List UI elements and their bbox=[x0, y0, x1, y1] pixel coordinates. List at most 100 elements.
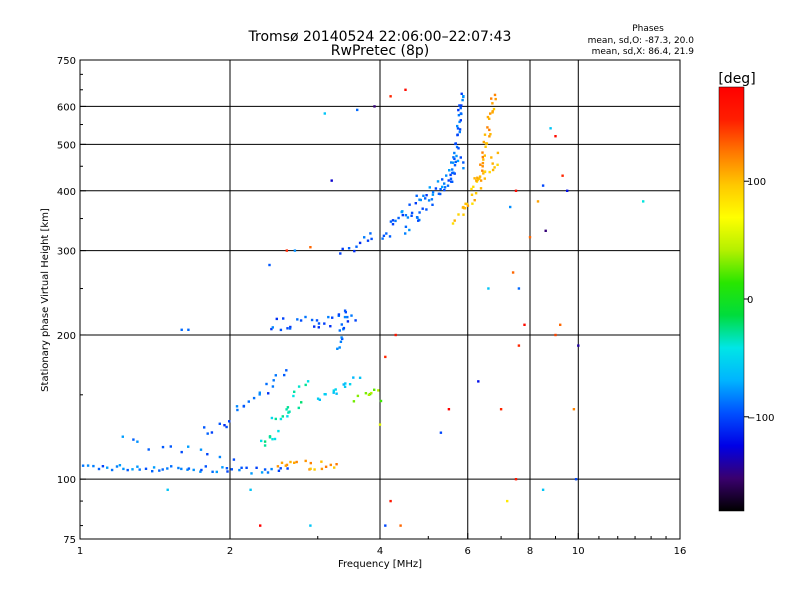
scatter-point bbox=[394, 333, 397, 337]
echo-point bbox=[136, 465, 139, 468]
phases-mean-o: mean, sd,O: -87.3, 20.0 bbox=[588, 36, 695, 46]
y-tick-label: 100 bbox=[57, 475, 76, 486]
echo-point bbox=[352, 400, 356, 403]
echo-point bbox=[304, 383, 307, 387]
chart-title-line1: Tromsø 20140524 22:06:00–22:07:43 bbox=[248, 29, 512, 45]
echo-point bbox=[486, 126, 489, 129]
echo-point bbox=[431, 203, 434, 206]
echo-point bbox=[92, 464, 95, 468]
echo-point bbox=[250, 472, 253, 475]
scatter-point bbox=[566, 189, 569, 192]
echo-point bbox=[242, 405, 245, 408]
echo-point bbox=[492, 107, 496, 111]
echo-point bbox=[489, 133, 492, 136]
echo-point bbox=[481, 169, 484, 172]
echo-point bbox=[281, 415, 284, 418]
scatter-point bbox=[544, 229, 547, 232]
echo-point bbox=[343, 385, 347, 388]
echo-point bbox=[289, 325, 292, 329]
scatter-point bbox=[523, 323, 526, 326]
echo-point bbox=[461, 206, 465, 209]
echo-point bbox=[211, 470, 214, 473]
echo-point bbox=[491, 162, 494, 165]
echo-point bbox=[339, 252, 342, 255]
echo-point bbox=[482, 172, 485, 175]
echo-point bbox=[354, 319, 357, 322]
echo-point bbox=[389, 220, 393, 223]
echo-point bbox=[121, 435, 124, 438]
echo-point bbox=[496, 151, 500, 155]
echo-point bbox=[381, 237, 384, 240]
echo-point bbox=[404, 214, 408, 217]
echo-point bbox=[304, 315, 307, 319]
echo-point bbox=[425, 208, 428, 211]
y-tick-label: 200 bbox=[57, 331, 76, 342]
echo-point bbox=[441, 185, 444, 189]
echo-point bbox=[370, 391, 373, 395]
echo-point bbox=[320, 460, 323, 463]
echo-point bbox=[451, 171, 454, 175]
echo-point bbox=[199, 470, 202, 473]
echo-point bbox=[210, 431, 214, 434]
echo-point bbox=[488, 170, 491, 174]
echo-point bbox=[115, 465, 119, 468]
echo-point bbox=[455, 145, 459, 149]
echo-point bbox=[97, 467, 101, 471]
echo-point bbox=[463, 207, 467, 210]
echo-point bbox=[166, 467, 169, 470]
echo-point bbox=[271, 438, 274, 441]
echo-point bbox=[458, 128, 462, 131]
echo-point bbox=[266, 471, 270, 474]
echo-point bbox=[483, 154, 486, 157]
echo-point bbox=[284, 464, 287, 467]
echo-point bbox=[346, 315, 349, 319]
scatter-point bbox=[447, 408, 451, 411]
scatter-point bbox=[404, 88, 407, 91]
echo-point bbox=[358, 241, 362, 245]
echo-point bbox=[288, 327, 292, 330]
echo-point bbox=[456, 127, 460, 130]
echo-point bbox=[484, 145, 487, 148]
echo-point bbox=[228, 420, 231, 423]
echo-point bbox=[340, 336, 343, 339]
echo-point bbox=[186, 468, 189, 471]
echo-point bbox=[418, 211, 421, 214]
echo-point bbox=[355, 245, 358, 248]
echo-point bbox=[310, 318, 314, 322]
echo-point bbox=[459, 156, 462, 159]
echo-point bbox=[323, 393, 326, 396]
x-tick-label: 2 bbox=[227, 546, 233, 557]
echo-point bbox=[418, 198, 421, 201]
echo-point bbox=[457, 213, 460, 216]
echo-point bbox=[271, 385, 275, 388]
echo-point bbox=[451, 180, 454, 183]
echo-point bbox=[456, 159, 460, 163]
echo-point bbox=[187, 467, 191, 470]
echo-point bbox=[458, 104, 461, 107]
echo-points bbox=[81, 88, 645, 527]
echo-point bbox=[295, 460, 298, 464]
echo-point bbox=[363, 236, 366, 239]
scatter-point bbox=[330, 179, 333, 182]
echo-point bbox=[126, 468, 129, 472]
echo-point bbox=[366, 239, 370, 242]
echo-point bbox=[408, 228, 411, 232]
echo-point bbox=[260, 439, 263, 443]
echo-point bbox=[350, 314, 353, 317]
echo-point bbox=[263, 440, 267, 443]
echo-point bbox=[457, 114, 461, 117]
echo-point bbox=[451, 222, 455, 225]
echo-point bbox=[370, 237, 373, 241]
echo-point bbox=[293, 461, 296, 464]
echo-point bbox=[245, 466, 248, 469]
echo-point bbox=[240, 466, 243, 469]
scatter-point bbox=[509, 205, 512, 209]
echo-point bbox=[479, 179, 483, 182]
echo-point bbox=[122, 467, 125, 471]
echo-point bbox=[394, 219, 397, 223]
phases-heading: Phases bbox=[632, 24, 664, 34]
scatter-point bbox=[249, 488, 252, 491]
echo-point bbox=[341, 337, 344, 341]
y-axis-ticks: 75 100 200 300 400 500 600 750 bbox=[57, 56, 86, 546]
echo-point bbox=[382, 234, 386, 237]
